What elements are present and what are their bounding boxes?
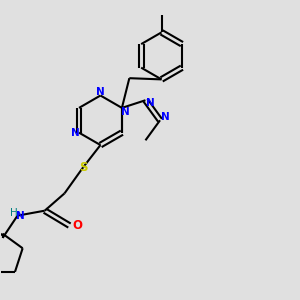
Text: S: S: [79, 161, 87, 174]
Text: N: N: [121, 107, 129, 117]
Text: N: N: [16, 211, 24, 220]
Text: O: O: [72, 219, 82, 232]
Text: N: N: [161, 112, 170, 122]
Text: N: N: [71, 128, 80, 138]
Text: N: N: [96, 87, 105, 97]
Text: H: H: [10, 208, 18, 218]
Text: N: N: [146, 98, 155, 108]
